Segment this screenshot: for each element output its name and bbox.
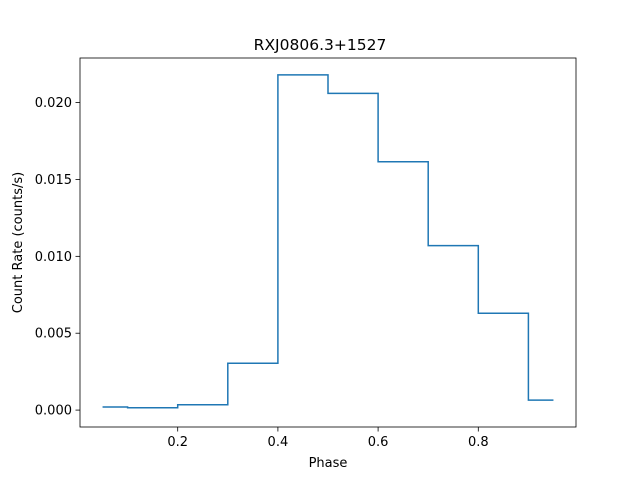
- y-tick-label: 0.005: [35, 327, 72, 342]
- chart-title: RXJ0806.3+1527: [254, 36, 387, 54]
- x-axis-label: Phase: [309, 456, 348, 471]
- y-tick-label: 0.000: [35, 404, 72, 419]
- y-axis-label: Count Rate (counts/s): [11, 172, 26, 313]
- y-tick-label: 0.015: [35, 173, 72, 188]
- x-tick-label: 0.2: [167, 435, 188, 450]
- y-axis-ticks: 0.000 0.005 0.010 0.015 0.020: [35, 96, 80, 419]
- x-tick-label: 0.6: [368, 435, 389, 450]
- y-tick-label: 0.020: [35, 96, 72, 111]
- x-tick-label: 0.4: [268, 435, 289, 450]
- plot-frame: [79, 57, 577, 428]
- plot-area: [80, 58, 576, 427]
- series-line: [102, 74, 554, 409]
- y-tick-label: 0.010: [35, 250, 72, 265]
- x-axis-ticks: 0.2 0.4 0.6 0.8: [167, 427, 489, 450]
- x-tick-label: 0.8: [468, 435, 489, 450]
